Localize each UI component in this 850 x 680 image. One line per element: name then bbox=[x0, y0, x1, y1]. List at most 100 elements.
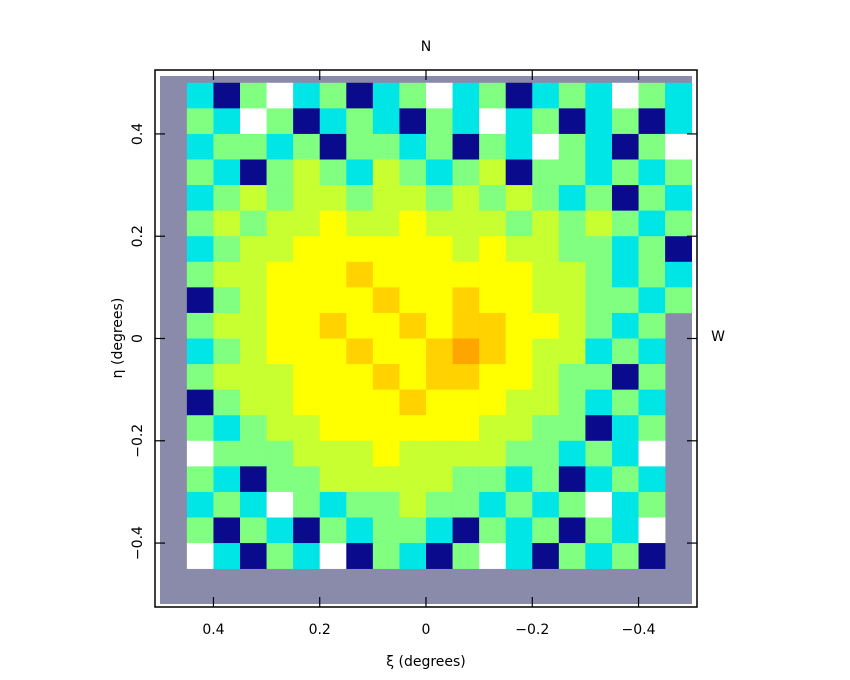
cell bbox=[213, 517, 241, 544]
cell bbox=[399, 159, 427, 186]
cell bbox=[479, 312, 507, 339]
cell bbox=[399, 312, 427, 339]
cell bbox=[558, 108, 586, 135]
cell bbox=[319, 364, 347, 390]
cell bbox=[399, 364, 427, 390]
cell bbox=[532, 133, 560, 160]
cell bbox=[186, 389, 214, 416]
cell bbox=[266, 338, 294, 365]
cell bbox=[426, 236, 453, 263]
cell bbox=[479, 82, 507, 109]
cell bbox=[532, 364, 560, 390]
cell bbox=[638, 185, 666, 211]
cell bbox=[611, 82, 639, 109]
cell bbox=[240, 210, 267, 237]
cell bbox=[399, 466, 427, 493]
cell bbox=[346, 82, 374, 109]
cell bbox=[452, 185, 480, 211]
cell bbox=[611, 491, 639, 518]
cell bbox=[426, 287, 453, 314]
cell bbox=[638, 491, 666, 518]
cell bbox=[186, 364, 214, 390]
cell bbox=[505, 466, 533, 493]
cell bbox=[479, 108, 507, 135]
cell bbox=[505, 338, 533, 365]
cell bbox=[611, 236, 639, 263]
cell bbox=[505, 517, 533, 544]
cell bbox=[585, 185, 613, 211]
cell bbox=[346, 389, 374, 416]
cell bbox=[665, 185, 692, 211]
cell bbox=[638, 312, 666, 339]
cell bbox=[426, 261, 453, 288]
cell bbox=[479, 491, 507, 518]
cell bbox=[319, 415, 347, 442]
cell bbox=[346, 466, 374, 493]
cell bbox=[319, 466, 347, 493]
cell bbox=[479, 261, 507, 288]
cell bbox=[611, 543, 639, 569]
cell bbox=[372, 415, 400, 442]
cell bbox=[372, 185, 400, 211]
cell bbox=[426, 543, 453, 569]
cell bbox=[638, 287, 666, 314]
cell bbox=[293, 133, 321, 160]
cell bbox=[638, 236, 666, 263]
cell bbox=[479, 338, 507, 365]
cell bbox=[558, 338, 586, 365]
cell bbox=[585, 287, 613, 314]
cell bbox=[532, 517, 560, 544]
cell bbox=[665, 159, 692, 186]
cell bbox=[611, 159, 639, 186]
cell bbox=[346, 440, 374, 467]
cell bbox=[399, 543, 427, 569]
cell bbox=[213, 108, 241, 135]
cell bbox=[240, 82, 267, 109]
x-axis-label: ξ (degrees) bbox=[386, 654, 466, 670]
cell bbox=[319, 210, 347, 237]
cell bbox=[611, 185, 639, 211]
cell bbox=[532, 159, 560, 186]
cell bbox=[452, 440, 480, 467]
y-axis-label: η (degrees) bbox=[110, 298, 126, 379]
cell bbox=[372, 108, 400, 135]
cell bbox=[346, 312, 374, 339]
cell bbox=[293, 261, 321, 288]
cell bbox=[665, 108, 692, 135]
cell bbox=[585, 389, 613, 416]
cell bbox=[372, 261, 400, 288]
cell bbox=[505, 236, 533, 263]
cell bbox=[558, 364, 586, 390]
cell bbox=[293, 440, 321, 467]
cell bbox=[319, 312, 347, 339]
cell bbox=[213, 210, 241, 237]
cell bbox=[426, 415, 453, 442]
cell bbox=[266, 108, 294, 135]
cell bbox=[426, 159, 453, 186]
cell bbox=[399, 389, 427, 416]
cell bbox=[585, 312, 613, 339]
cell bbox=[638, 159, 666, 186]
cell bbox=[293, 491, 321, 518]
cell bbox=[452, 287, 480, 314]
cell bbox=[585, 159, 613, 186]
cell bbox=[240, 543, 267, 569]
cell bbox=[479, 389, 507, 416]
cell bbox=[611, 133, 639, 160]
cell bbox=[213, 159, 241, 186]
cell bbox=[372, 491, 400, 518]
cell bbox=[505, 185, 533, 211]
cell bbox=[266, 236, 294, 263]
cell bbox=[266, 543, 294, 569]
cell bbox=[346, 543, 374, 569]
cell bbox=[266, 185, 294, 211]
cell bbox=[293, 236, 321, 263]
y-tick-label: 0.2 bbox=[130, 225, 146, 247]
cell bbox=[266, 82, 294, 109]
cell bbox=[452, 364, 480, 390]
cell bbox=[240, 133, 267, 160]
y-tick-label: −0.4 bbox=[130, 526, 146, 560]
cell bbox=[293, 389, 321, 416]
cell bbox=[240, 415, 267, 442]
cell bbox=[399, 415, 427, 442]
